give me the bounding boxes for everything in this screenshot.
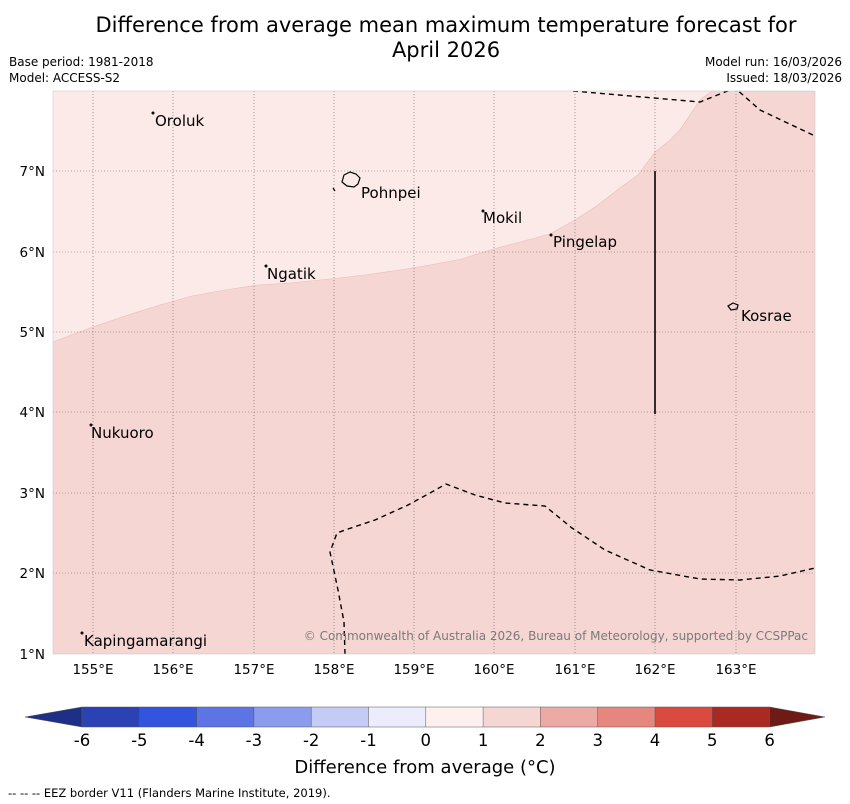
colorbar-label: Difference from average (°C) [294, 757, 556, 778]
chart-title: Difference from average mean maximum tem… [0, 13, 850, 63]
pohnpei-island-outline [341, 171, 361, 188]
colorbar-tick-label: -3 [246, 731, 262, 750]
pingelap-islet [549, 233, 553, 237]
lon-label: 159°E [393, 662, 434, 678]
place-label-pohnpei: Pohnpei [361, 184, 421, 202]
colorbar-segment [597, 707, 656, 727]
lon-label: 158°E [313, 662, 354, 678]
colorbar-tick-label: 0 [421, 731, 432, 750]
colorbar-tick-label: -1 [360, 731, 376, 750]
lon-label: 160°E [473, 662, 514, 678]
island-outlines [80, 111, 739, 635]
ngatik-islet [264, 264, 268, 268]
place-label-kosrae: Kosrae [741, 307, 792, 325]
colorbar-tick-label: -2 [303, 731, 319, 750]
model-name: Model: ACCESS-S2 [9, 71, 121, 85]
lon-label: 162°E [634, 662, 675, 678]
colorbar-segment [253, 707, 312, 727]
kapingamarangi-islet [80, 631, 84, 635]
colorbar-segment [311, 707, 369, 727]
title-line-1: Difference from average mean maximum tem… [95, 13, 797, 37]
issued-date: Issued: 18/03/2026 [726, 71, 842, 85]
pohnpei-islet [332, 187, 336, 192]
lat-label: 1°N [20, 647, 45, 663]
lat-axis-labels: 7°N 6°N 5°N 4°N 3°N 2°N 1°N [20, 164, 45, 663]
colorbar-segment [483, 707, 541, 727]
colorbar-tick-label: -5 [131, 731, 147, 750]
colorbar-tick-label: -6 [74, 731, 90, 750]
lon-label: 155°E [72, 662, 113, 678]
lat-label: 6°N [20, 245, 45, 261]
lon-label: 161°E [554, 662, 595, 678]
copyright-credit: © Commonwealth of Australia 2026, Bureau… [304, 629, 808, 643]
colorbar-extend-low [24, 706, 83, 728]
colorbar-tick-label: 3 [592, 731, 603, 750]
lat-label: 4°N [20, 405, 45, 421]
colorbar-segment [712, 707, 770, 727]
colorbar: -6 -5 -4 -3 -2 -1 0 1 2 3 4 5 6 [24, 706, 826, 750]
lon-axis-labels: 155°E 156°E 157°E 158°E 159°E 160°E 161°… [72, 662, 756, 678]
place-label-ngatik: Ngatik [267, 265, 316, 283]
meta-right: Model run: 16/03/2026 Issued: 18/03/2026 [705, 54, 842, 86]
colorbar-tick-label: 6 [764, 731, 775, 750]
colorbar-tick-label: 2 [535, 731, 546, 750]
meta-left: Base period: 1981-2018 Model: ACCESS-S2 [9, 54, 154, 86]
colorbar-tick-label: -4 [188, 731, 204, 750]
colorbar-segment [368, 707, 427, 727]
base-period: Base period: 1981-2018 [9, 55, 154, 69]
place-label-kapingamarangi: Kapingamarangi [84, 632, 207, 650]
place-label-nukuoro: Nukuoro [91, 424, 154, 442]
map-panel: Oroluk Pohnpei Mokil Pingelap Ngatik Kos… [52, 90, 816, 655]
mokil-islet [481, 209, 485, 213]
colorbar-tick-label: 1 [478, 731, 489, 750]
colorbar-segment [196, 707, 255, 727]
model-run: Model run: 16/03/2026 [704, 55, 842, 69]
colorbar-segment [139, 707, 197, 727]
lat-label: 3°N [20, 486, 45, 502]
eez-border [329, 91, 815, 654]
kosrae-island-outline [727, 302, 739, 311]
eez-footnote: -- -- -- EEZ border V11 (Flanders Marine… [8, 786, 331, 800]
colorbar-segment [82, 707, 140, 727]
lon-label: 163°E [715, 662, 756, 678]
colorbar-tick-label: 5 [707, 731, 718, 750]
title-line-2: April 2026 [391, 38, 501, 62]
graticule [53, 91, 815, 654]
colorbar-segment [425, 707, 484, 727]
map-frame [52, 90, 816, 655]
lat-label: 7°N [20, 164, 45, 180]
place-label-oroluk: Oroluk [155, 112, 204, 130]
colorbar-segment [540, 707, 599, 727]
lat-label: 5°N [20, 325, 45, 341]
colorbar-tick-label: 4 [650, 731, 661, 750]
lon-label: 157°E [233, 662, 274, 678]
lon-label: 156°E [152, 662, 193, 678]
place-labels: Oroluk Pohnpei Mokil Pingelap Ngatik Kos… [84, 112, 792, 650]
oroluk-islet [151, 111, 155, 115]
colorbar-extend-high [769, 706, 826, 728]
place-label-pingelap: Pingelap [553, 233, 617, 251]
nukuoro-islet [89, 423, 93, 427]
place-label-mokil: Mokil [483, 209, 522, 227]
colorbar-segment [655, 707, 713, 727]
anomaly-band-1-2 [53, 91, 815, 654]
lat-label: 2°N [20, 566, 45, 582]
